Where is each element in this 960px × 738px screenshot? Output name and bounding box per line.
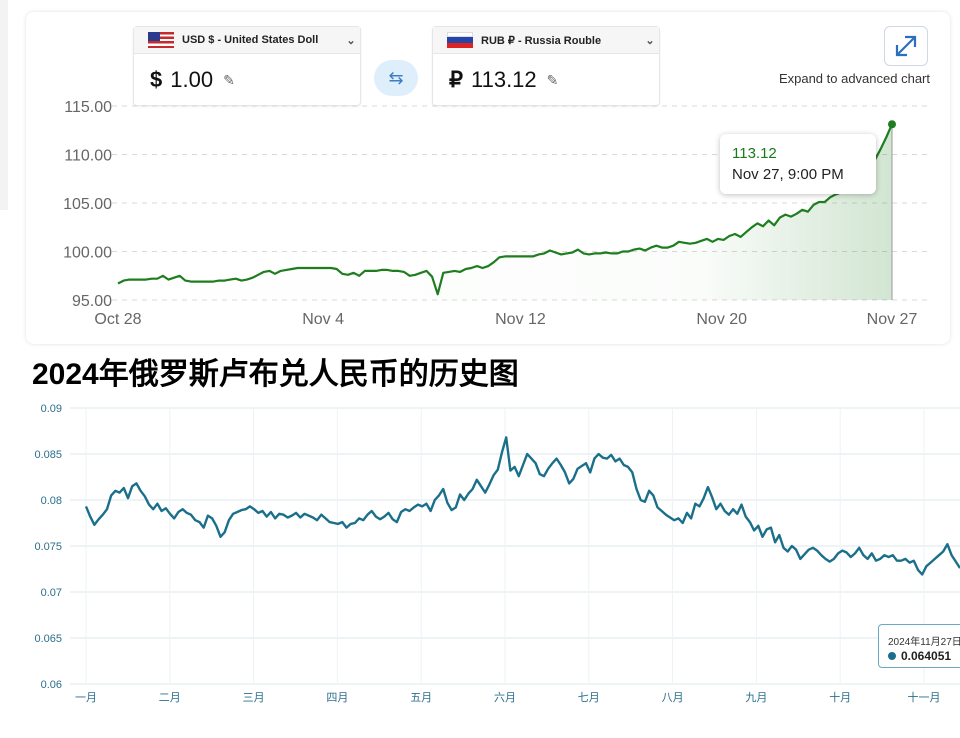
- tooltip-value-row: 0.064051: [888, 649, 951, 663]
- x-tick-label: Nov 27: [867, 311, 918, 328]
- chevron-down-icon[interactable]: ⌄: [346, 34, 356, 47]
- y-tick-label: 0.06: [41, 679, 62, 691]
- x-tick-label: 七月: [578, 691, 600, 704]
- x-tick-label: 十月: [829, 690, 851, 704]
- to-currency-label: RUB ₽ - Russia Rouble: [481, 34, 602, 47]
- x-tick-label: Nov 4: [302, 311, 344, 328]
- x-tick-label: Nov 20: [696, 311, 747, 328]
- tooltip-date: 2024年11月27日: [888, 637, 960, 648]
- y-tick-label: 0.09: [41, 403, 62, 415]
- pencil-icon[interactable]: ✎: [546, 71, 559, 88]
- x-tick-label: 六月: [494, 691, 516, 704]
- to-currency-box[interactable]: RUB ₽ - Russia Rouble ⌄ ₽ 113.12 ✎: [432, 26, 660, 106]
- expand-diagonal-icon[interactable]: [884, 26, 928, 66]
- last-point-marker[interactable]: [888, 120, 896, 129]
- rub-cny-tooltip: 2024年11月27日 0.064051: [878, 624, 960, 668]
- tooltip-value: 0.064051: [901, 649, 952, 663]
- tooltip-rate-value: 113.12: [732, 145, 777, 162]
- x-tick-label: 八月: [662, 692, 684, 704]
- x-tick-label: 二月: [159, 692, 181, 704]
- y-tick-label: 0.08: [41, 495, 62, 507]
- from-amount[interactable]: $ 1.00 ✎: [150, 67, 235, 93]
- side-strip: [0, 0, 8, 210]
- y-tick-label: 0.085: [34, 449, 62, 461]
- usd-rub-chart: 115.00 110.00 105.00 100.00 95.00 Oct 28 Nov …: [63, 99, 930, 328]
- y-tick-label: 0.065: [34, 633, 62, 645]
- x-tick-label: 三月: [243, 692, 265, 704]
- y-tick-label: 0.07: [41, 587, 62, 599]
- rate-tooltip: 113.12 Nov 27, 9:00 PM: [720, 134, 876, 194]
- pencil-icon[interactable]: ✎: [223, 71, 235, 88]
- us-flag-icon: [148, 32, 174, 48]
- y-tick-label: 100.00: [63, 245, 112, 262]
- to-currency-selector[interactable]: RUB ₽ - Russia Rouble ⌄: [433, 27, 659, 54]
- page-title: 2024年俄罗斯卢布兑人民币的历史图: [32, 358, 519, 391]
- to-currency-symbol: ₽: [449, 67, 463, 92]
- to-amount-value[interactable]: 113.12: [471, 67, 537, 92]
- from-amount-value[interactable]: 1.00: [170, 67, 214, 92]
- from-currency-label: USD $ - United States Doll: [182, 34, 319, 46]
- usd-rub-area: [118, 124, 892, 300]
- y-tick-label: 110.00: [64, 148, 112, 165]
- to-amount[interactable]: ₽ 113.12 ✎: [449, 67, 558, 93]
- from-currency-selector[interactable]: USD $ - United States Doll ⌄: [134, 27, 360, 54]
- y-tick-label: 0.075: [34, 541, 62, 553]
- x-tick-label: 十一月: [908, 690, 941, 704]
- rub-cny-line: [84, 436, 960, 576]
- x-tick-label: 九月: [745, 691, 767, 704]
- y-tick-label: 95.00: [72, 293, 112, 310]
- swap-arrows-icon[interactable]: ⇆: [374, 60, 418, 96]
- x-tick-label: Oct 28: [94, 311, 141, 328]
- y-tick-label: 105.00: [63, 196, 112, 213]
- from-currency-symbol: $: [150, 67, 163, 92]
- series-dot-icon: [888, 652, 896, 660]
- expand-chart-label[interactable]: Expand to advanced chart: [778, 71, 930, 86]
- x-tick-label: 一月: [75, 692, 97, 704]
- chevron-down-icon[interactable]: ⌄: [645, 34, 655, 47]
- tooltip-rate-date: Nov 27, 9:00 PM: [732, 166, 844, 183]
- x-tick-label: 五月: [410, 692, 432, 704]
- x-tick-label: 四月: [326, 692, 348, 704]
- ru-flag-icon: [447, 32, 473, 48]
- y-tick-label: 115.00: [64, 99, 112, 116]
- x-tick-label: Nov 12: [495, 311, 546, 328]
- from-currency-box[interactable]: USD $ - United States Doll ⌄ $ 1.00 ✎: [133, 26, 361, 106]
- usd-rub-line: [117, 123, 894, 296]
